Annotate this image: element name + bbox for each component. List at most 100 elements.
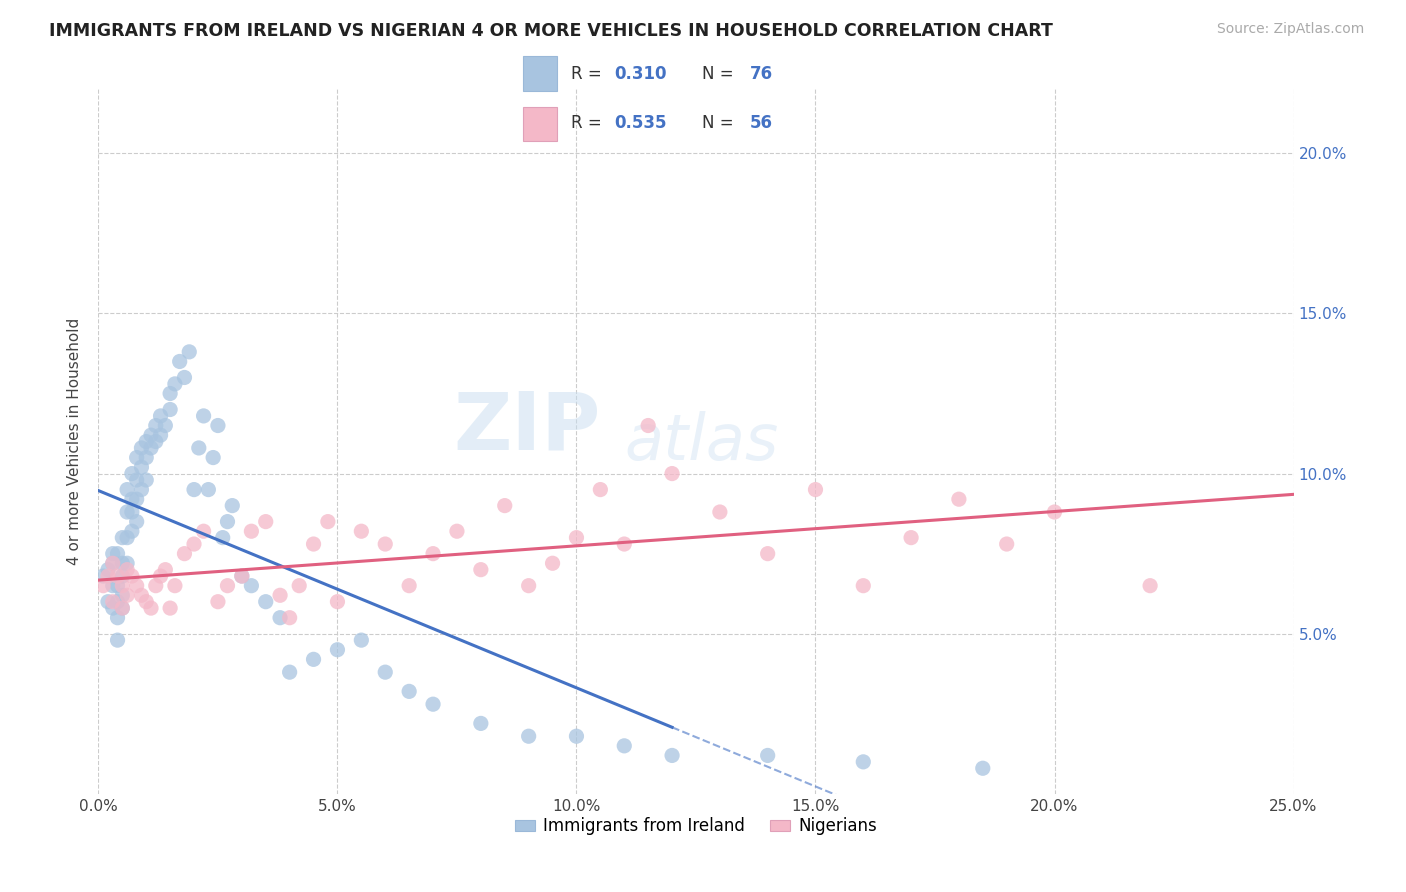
Point (269, 588, 291, 602)
Text: ZIP: ZIP (453, 388, 600, 467)
Point (398, 579, 420, 593)
Text: 76: 76 (749, 64, 772, 82)
Point (900, 531, 922, 545)
Point (121, 569, 143, 583)
Point (422, 697, 444, 711)
Point (149, 428, 172, 442)
Text: N =: N = (702, 114, 740, 132)
Point (111, 531, 134, 545)
Point (326, 595, 349, 609)
Point (948, 492, 970, 507)
Point (107, 633, 129, 648)
Point (163, 376, 186, 391)
Point (852, 579, 875, 593)
Text: Source: ZipAtlas.com: Source: ZipAtlas.com (1216, 22, 1364, 37)
Point (637, 418, 659, 433)
Point (187, 441, 209, 455)
Bar (523, 107, 557, 141)
Point (278, 665, 301, 680)
Point (269, 610, 291, 624)
Point (217, 579, 239, 593)
Point (145, 418, 167, 433)
Point (139, 428, 162, 442)
Point (131, 441, 153, 455)
Bar (523, 56, 557, 91)
Point (125, 473, 148, 487)
Point (470, 716, 492, 731)
Point (97, 569, 120, 583)
Point (254, 515, 277, 529)
Point (446, 524, 468, 539)
Point (398, 684, 420, 698)
Point (756, 748, 779, 763)
Point (240, 524, 263, 539)
Point (139, 441, 162, 455)
Point (115, 505, 138, 519)
Point (121, 505, 143, 519)
Point (97, 595, 120, 609)
Text: R =: R = (571, 114, 606, 132)
Point (302, 652, 325, 666)
Point (115, 556, 138, 570)
Point (804, 483, 827, 497)
Point (107, 569, 129, 583)
Point (131, 460, 153, 475)
Point (107, 547, 129, 561)
Point (661, 748, 683, 763)
Text: R =: R = (571, 64, 606, 82)
Point (111, 569, 134, 583)
Point (173, 370, 195, 384)
Point (565, 729, 588, 743)
Point (197, 483, 219, 497)
Point (517, 729, 540, 743)
Point (202, 450, 225, 465)
Text: 0.310: 0.310 (614, 64, 666, 82)
Point (374, 537, 396, 551)
Y-axis label: 4 or more Vehicles in Household: 4 or more Vehicles in Household (67, 318, 83, 566)
Point (169, 354, 191, 368)
Text: IMMIGRANTS FROM IRELAND VS NIGERIAN 4 OR MORE VEHICLES IN HOUSEHOLD CORRELATION : IMMIGRANTS FROM IRELAND VS NIGERIAN 4 OR… (49, 22, 1053, 40)
Point (221, 499, 243, 513)
Point (159, 386, 181, 401)
Point (115, 588, 138, 602)
Point (183, 537, 205, 551)
Point (125, 579, 148, 593)
Point (179, 344, 201, 359)
Point (97, 563, 120, 577)
Point (149, 569, 172, 583)
Point (101, 556, 124, 570)
Point (107, 610, 129, 624)
Point (709, 505, 731, 519)
Point (207, 595, 229, 609)
Point (254, 595, 277, 609)
Point (101, 601, 124, 615)
Point (613, 537, 636, 551)
Point (231, 569, 253, 583)
Text: atlas: atlas (624, 410, 779, 473)
Point (155, 563, 177, 577)
Point (91, 579, 114, 593)
Point (135, 473, 157, 487)
Point (613, 739, 636, 753)
Point (217, 515, 239, 529)
Point (159, 601, 181, 615)
Point (470, 563, 492, 577)
Point (541, 556, 564, 570)
Point (111, 556, 134, 570)
Point (211, 531, 233, 545)
Point (1043, 505, 1066, 519)
Point (115, 531, 138, 545)
Point (565, 531, 588, 545)
Text: 0.535: 0.535 (614, 114, 666, 132)
Point (149, 409, 172, 423)
Point (163, 579, 186, 593)
Point (183, 483, 205, 497)
Point (107, 579, 129, 593)
Point (111, 601, 134, 615)
Point (207, 418, 229, 433)
Point (231, 569, 253, 583)
Legend: Immigrants from Ireland, Nigerians: Immigrants from Ireland, Nigerians (508, 811, 884, 842)
Point (107, 595, 129, 609)
Point (661, 467, 683, 481)
Point (155, 418, 177, 433)
